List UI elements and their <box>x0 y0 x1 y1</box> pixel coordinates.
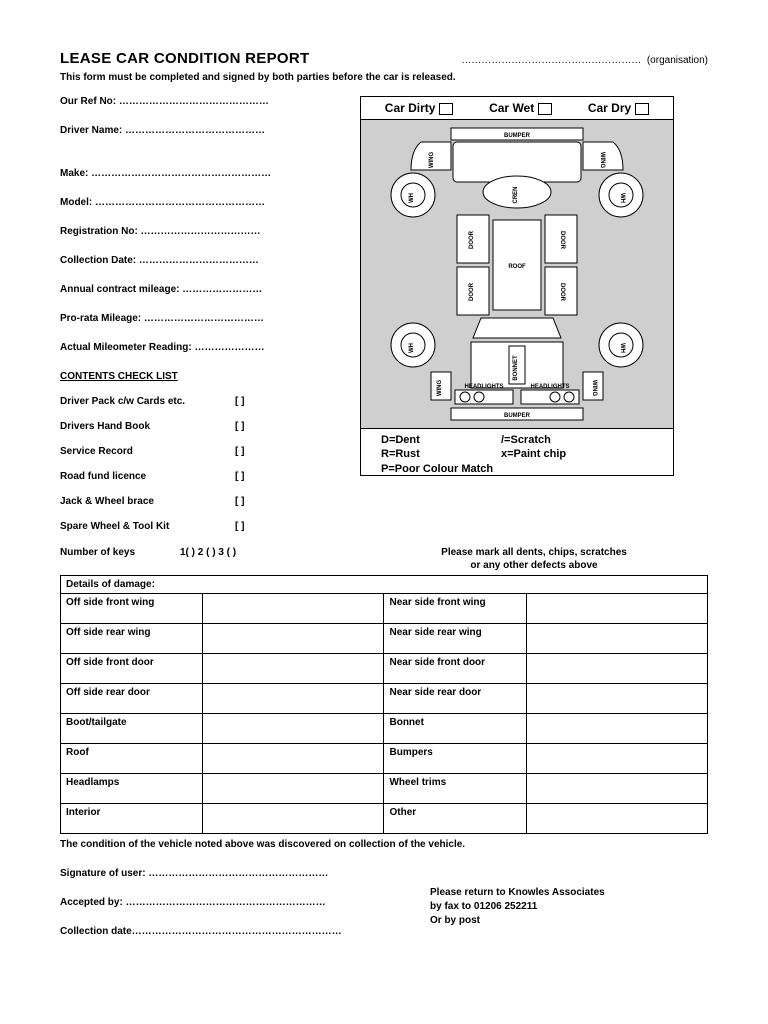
damage-cell[interactable]: Near side rear wing <box>384 624 526 654</box>
damage-cell[interactable] <box>203 594 384 624</box>
damage-cell[interactable] <box>203 804 384 834</box>
svg-text:WING: WING <box>429 152 435 169</box>
keys-label: Number of keys <box>60 547 180 558</box>
svg-text:WH: WH <box>409 343 415 353</box>
svg-text:DOOR: DOOR <box>469 230 475 249</box>
damage-cell[interactable]: Interior <box>61 804 203 834</box>
damage-cell[interactable]: Off side rear wing <box>61 624 203 654</box>
damage-cell[interactable]: Off side front wing <box>61 594 203 624</box>
damage-cell[interactable]: Near side front door <box>384 654 526 684</box>
keys-options[interactable]: 1( ) 2 ( ) 3 ( ) <box>180 547 360 558</box>
svg-text:WH: WH <box>409 193 415 203</box>
car-diagram-box: Car Dirty Car Wet Car Dry BUMPER WING WI… <box>360 96 674 476</box>
collection-date[interactable]: Collection date……………………………………………………… <box>60 926 430 937</box>
check-row[interactable]: Road fund licence[ ] <box>60 471 350 482</box>
check-row[interactable]: Spare Wheel & Tool Kit[ ] <box>60 521 350 532</box>
svg-text:HEADLIGHTS: HEADLIGHTS <box>531 384 570 390</box>
damage-cell[interactable] <box>526 684 707 714</box>
damage-cell[interactable]: Near side front wing <box>384 594 526 624</box>
car-dirty-checkbox[interactable] <box>439 103 453 115</box>
damage-cell[interactable]: Near side rear door <box>384 684 526 714</box>
svg-text:DOOR: DOOR <box>469 282 475 301</box>
field-prorata[interactable]: Pro-rata Mileage: ……………………………… <box>60 313 350 324</box>
car-dry-label: Car Dry <box>588 101 649 115</box>
svg-text:WH: WH <box>619 343 625 353</box>
damage-cell[interactable] <box>203 654 384 684</box>
damage-cell[interactable] <box>526 594 707 624</box>
damage-cell[interactable]: Bonnet <box>384 714 526 744</box>
damage-cell[interactable] <box>526 744 707 774</box>
damage-cell[interactable]: Off side rear door <box>61 684 203 714</box>
damage-cell[interactable]: Wheel trims <box>384 774 526 804</box>
damage-cell[interactable]: Bumpers <box>384 744 526 774</box>
mark-defects-note: Please mark all dents, chips, scratches … <box>360 546 708 572</box>
check-row[interactable]: Driver Pack c/w Cards etc.[ ] <box>60 396 350 407</box>
damage-cell[interactable] <box>526 624 707 654</box>
svg-text:DOOR: DOOR <box>559 283 565 302</box>
svg-text:WING: WING <box>437 380 443 397</box>
return-instructions: Please return to Knowles Associates by f… <box>430 868 605 955</box>
svg-text:WING: WING <box>599 152 605 169</box>
damage-cell[interactable] <box>203 774 384 804</box>
svg-text:WING: WING <box>591 380 597 397</box>
damage-cell[interactable]: Other <box>384 804 526 834</box>
page-title: LEASE CAR CONDITION REPORT <box>60 50 309 67</box>
field-make[interactable]: Make: ……………………………………………… <box>60 168 350 179</box>
car-dirty-label: Car Dirty <box>385 101 454 115</box>
field-annual-mileage[interactable]: Annual contract mileage: …………………… <box>60 284 350 295</box>
damage-cell[interactable] <box>526 654 707 684</box>
signature-user[interactable]: Signature of user: ……………………………………………… <box>60 868 430 879</box>
damage-table: Details of damage: Off side front wing Ne… <box>60 575 708 834</box>
field-reg-no[interactable]: Registration No: ……………………………… <box>60 226 350 237</box>
field-our-ref[interactable]: Our Ref No: ……………………………………… <box>60 96 350 107</box>
field-driver-name[interactable]: Driver Name: …………………………………… <box>60 125 350 136</box>
damage-cell[interactable] <box>203 744 384 774</box>
condition-note: The condition of the vehicle noted above… <box>60 839 708 850</box>
damage-cell[interactable] <box>526 774 707 804</box>
svg-text:BONNET: BONNET <box>513 355 519 381</box>
svg-text:ROOF: ROOF <box>508 264 526 270</box>
damage-cell[interactable] <box>526 804 707 834</box>
organisation-line: ……………………………………………… (organisation) <box>461 55 708 66</box>
damage-cell[interactable]: Off side front door <box>61 654 203 684</box>
damage-cell[interactable]: Headlamps <box>61 774 203 804</box>
field-collection-date[interactable]: Collection Date: ……………………………… <box>60 255 350 266</box>
damage-cell[interactable]: Roof <box>61 744 203 774</box>
damage-cell[interactable] <box>203 714 384 744</box>
check-row[interactable]: Drivers Hand Book[ ] <box>60 421 350 432</box>
car-wet-checkbox[interactable] <box>538 103 552 115</box>
svg-text:DOOR: DOOR <box>559 231 565 250</box>
svg-text:BUMPER: BUMPER <box>504 133 531 139</box>
check-row[interactable]: Service Record[ ] <box>60 446 350 457</box>
car-diagram[interactable]: BUMPER WING WING WH WH <box>361 120 673 428</box>
svg-text:BUMPER: BUMPER <box>504 413 531 419</box>
svg-text:CREN: CREN <box>513 186 519 203</box>
svg-text:WH: WH <box>619 193 625 203</box>
damage-cell[interactable] <box>203 624 384 654</box>
accepted-by[interactable]: Accepted by: …………………………………………………… <box>60 897 430 908</box>
car-legend: D=Dent/=Scratch R=Rustx=Paint chip P=Poo… <box>361 428 673 480</box>
damage-cell[interactable] <box>526 714 707 744</box>
contents-heading: CONTENTS CHECK LIST <box>60 371 350 382</box>
field-model[interactable]: Model: …………………………………………… <box>60 197 350 208</box>
left-fields: Our Ref No: ……………………………………… Driver Name:… <box>60 96 360 546</box>
damage-cell[interactable]: Boot/tailgate <box>61 714 203 744</box>
damage-header: Details of damage: <box>61 576 708 594</box>
damage-cell[interactable] <box>203 684 384 714</box>
subtitle: This form must be completed and signed b… <box>60 71 708 84</box>
car-dry-checkbox[interactable] <box>635 103 649 115</box>
field-actual-milo[interactable]: Actual Mileometer Reading: ………………… <box>60 342 350 353</box>
svg-text:HEADLIGHTS: HEADLIGHTS <box>465 384 504 390</box>
check-row[interactable]: Jack & Wheel brace[ ] <box>60 496 350 507</box>
car-wet-label: Car Wet <box>489 101 552 115</box>
